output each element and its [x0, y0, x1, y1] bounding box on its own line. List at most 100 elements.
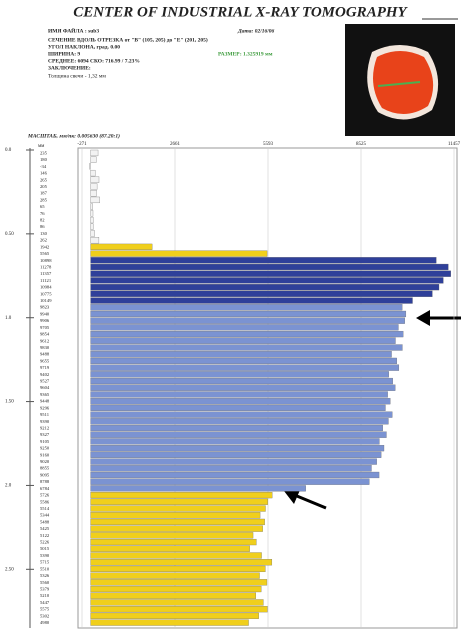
bar: [91, 231, 95, 237]
bar: [91, 237, 99, 243]
bar: [91, 304, 403, 310]
x-tick-label: 8525: [356, 142, 367, 147]
bar: [91, 331, 404, 337]
width: ШИРИНА: 9: [48, 51, 80, 57]
row-value-label: 9390: [40, 419, 50, 424]
row-value-label: 5302: [40, 613, 50, 618]
note: Толщина свечи - 1,32 мм: [48, 73, 106, 79]
x-tick-label: 5593: [263, 142, 274, 147]
bar: [91, 586, 262, 592]
row-value-label: 5726: [40, 493, 50, 498]
bar: [91, 553, 262, 559]
date: Дата: 02/16/06: [237, 28, 275, 34]
bar: [91, 485, 306, 491]
bar: [91, 157, 97, 163]
bar: [91, 620, 249, 626]
row-value-label: 9854: [40, 332, 50, 337]
bar: [91, 311, 406, 317]
row-value-label: 86: [40, 224, 45, 229]
row-value-label: 5586: [40, 499, 50, 504]
bar: [91, 271, 451, 277]
row-value-label: 9327: [40, 432, 50, 437]
bar: [91, 358, 397, 364]
bar: [91, 452, 382, 458]
row-value-label: 10149: [40, 298, 52, 303]
scale: МАСШТАБ, мм/пк: 0.005630 (87.20:1): [27, 132, 120, 139]
row-value-label: 9823: [40, 305, 50, 310]
row-value-label: 9604: [40, 385, 50, 390]
inset-image: [345, 24, 455, 136]
row-value-label: 146: [40, 171, 48, 176]
row-value-label: 5425: [40, 526, 50, 531]
x-tick-label: 2661: [170, 142, 181, 147]
row-value-label: 10775: [40, 291, 52, 296]
row-value-label: 9612: [40, 338, 50, 343]
bar: [91, 459, 377, 465]
row-value-label: 11278: [40, 264, 52, 269]
row-value-label: 262: [40, 238, 48, 243]
bar: [91, 371, 389, 377]
x-tick-label: -271: [77, 142, 87, 147]
bar: [91, 425, 383, 431]
bar: [91, 365, 399, 371]
bar: [91, 170, 96, 176]
row-value-label: 9940: [40, 311, 50, 316]
row-value-label: 76: [40, 211, 45, 216]
row-value-label: 187: [40, 191, 48, 196]
row-value-label: 9212: [40, 425, 50, 430]
bar: [91, 324, 399, 330]
y-tick-label: 1.0: [5, 316, 12, 321]
bar: [91, 244, 153, 250]
bar: [91, 532, 253, 538]
bar: [91, 613, 259, 619]
bar: [91, 177, 99, 183]
bar: [91, 526, 263, 532]
bar: [91, 418, 389, 424]
row-value-label: 9719: [40, 365, 50, 370]
row-value-label: 65: [40, 204, 45, 209]
bar: [91, 539, 257, 545]
bar: [91, 559, 272, 565]
bar: [91, 150, 98, 156]
file: ИМЯ ФАЙЛА : sub3: [48, 26, 99, 34]
bar: [91, 392, 388, 398]
bar: [91, 257, 437, 263]
row-value-label: 1942: [40, 244, 50, 249]
bar: [91, 506, 266, 512]
bar: [91, 277, 444, 283]
row-value-label: 10898: [40, 258, 52, 263]
conclusion: ЗАКЛЮЧЕНИЕ:: [48, 65, 91, 71]
bar: [91, 318, 405, 324]
row-value-label: 9906: [40, 318, 50, 323]
row-value-label: 285: [40, 197, 48, 202]
row-value-label: 82: [40, 218, 45, 223]
row-value-label: 235: [40, 150, 48, 155]
y-tick-label: 0.0: [5, 148, 12, 153]
section: СЕЧЕНИЕ ВДОЛЬ ОТРЕЗКА от "В" (105, 205) …: [48, 36, 208, 43]
row-value-label: 5565: [40, 251, 50, 256]
bar: [91, 593, 256, 599]
row-value-label: 205: [40, 184, 48, 189]
bar: [91, 405, 386, 411]
bar: [91, 512, 261, 518]
bar: [91, 472, 379, 478]
row-value-label: 180: [40, 157, 48, 162]
row-value-label: 9705: [40, 325, 50, 330]
bar: [91, 579, 267, 585]
row-value-label: 5122: [40, 533, 50, 538]
bar: [91, 438, 380, 444]
row-value-label: 9511: [40, 412, 50, 417]
bar: [91, 465, 372, 471]
row-value-label: 4980: [40, 620, 50, 625]
row-value-label: 9365: [40, 392, 50, 397]
row-value-label: 5514: [40, 506, 50, 511]
y-tick-label: 2.50: [5, 567, 14, 572]
bar: [91, 566, 266, 572]
bar: [91, 412, 393, 418]
bar: [91, 217, 94, 223]
row-value-label: 5226: [40, 540, 50, 545]
row-value-label: 9830: [40, 345, 50, 350]
row-value-label: 10984: [40, 285, 52, 290]
bar: [91, 378, 393, 384]
bar: [91, 479, 370, 485]
